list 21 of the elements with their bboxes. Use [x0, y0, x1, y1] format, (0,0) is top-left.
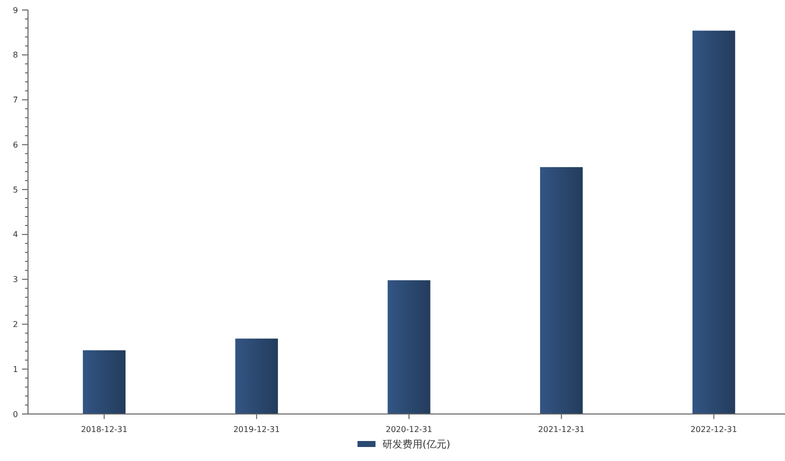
- bar: [235, 338, 278, 414]
- y-tick-label: 0: [12, 410, 18, 419]
- legend-label: 研发费用(亿元): [382, 438, 450, 450]
- bar: [388, 280, 430, 414]
- y-tick-label: 5: [12, 185, 18, 194]
- x-tick-label: 2022-12-31: [690, 425, 738, 434]
- y-tick-label: 7: [12, 96, 18, 105]
- y-tick-label: 2: [12, 320, 18, 330]
- y-tick-label: 3: [12, 275, 18, 284]
- y-tick-label: 9: [12, 6, 18, 15]
- y-tick-label: 8: [12, 50, 18, 60]
- x-tick-label: 2019-12-31: [233, 425, 280, 434]
- y-tick-label: 6: [12, 140, 18, 150]
- bar: [540, 167, 583, 414]
- x-tick-label: 2018-12-31: [80, 425, 128, 434]
- x-tick-label: 2020-12-31: [386, 425, 432, 434]
- y-tick-label: 4: [12, 230, 18, 240]
- bar: [82, 350, 126, 414]
- x-tick-label: 2021-12-31: [538, 425, 585, 434]
- bar: [692, 30, 736, 414]
- y-tick-label: 1: [12, 364, 18, 374]
